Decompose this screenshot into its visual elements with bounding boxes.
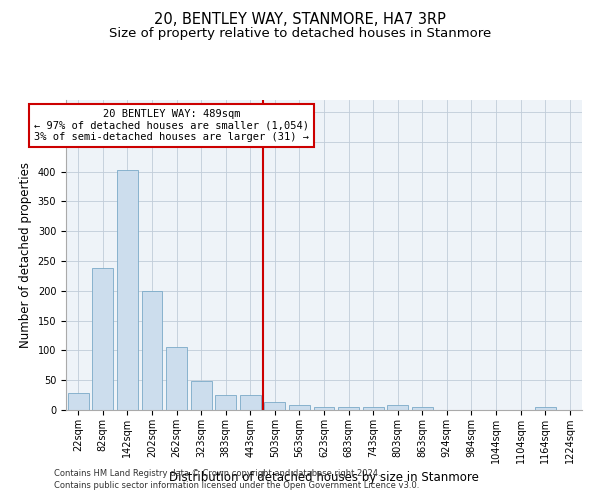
Bar [240, 395, 261, 410]
Bar [191, 381, 212, 410]
Text: 20, BENTLEY WAY, STANMORE, HA7 3RP: 20, BENTLEY WAY, STANMORE, HA7 3RP [154, 12, 446, 28]
Bar [387, 405, 408, 410]
Bar [535, 407, 556, 410]
Bar [142, 291, 163, 410]
X-axis label: Distribution of detached houses by size in Stanmore: Distribution of detached houses by size … [169, 472, 479, 484]
Bar [412, 407, 433, 410]
Bar [265, 402, 286, 410]
Bar [166, 347, 187, 410]
Bar [289, 405, 310, 410]
Bar [117, 170, 138, 410]
Bar [68, 394, 89, 410]
Bar [338, 407, 359, 410]
Text: Contains HM Land Registry data © Crown copyright and database right 2024.: Contains HM Land Registry data © Crown c… [54, 468, 380, 477]
Text: Contains public sector information licensed under the Open Government Licence v3: Contains public sector information licen… [54, 481, 419, 490]
Bar [215, 395, 236, 410]
Text: 20 BENTLEY WAY: 489sqm
← 97% of detached houses are smaller (1,054)
3% of semi-d: 20 BENTLEY WAY: 489sqm ← 97% of detached… [34, 109, 309, 142]
Y-axis label: Number of detached properties: Number of detached properties [19, 162, 32, 348]
Text: Size of property relative to detached houses in Stanmore: Size of property relative to detached ho… [109, 28, 491, 40]
Bar [92, 268, 113, 410]
Bar [362, 407, 383, 410]
Bar [314, 407, 334, 410]
